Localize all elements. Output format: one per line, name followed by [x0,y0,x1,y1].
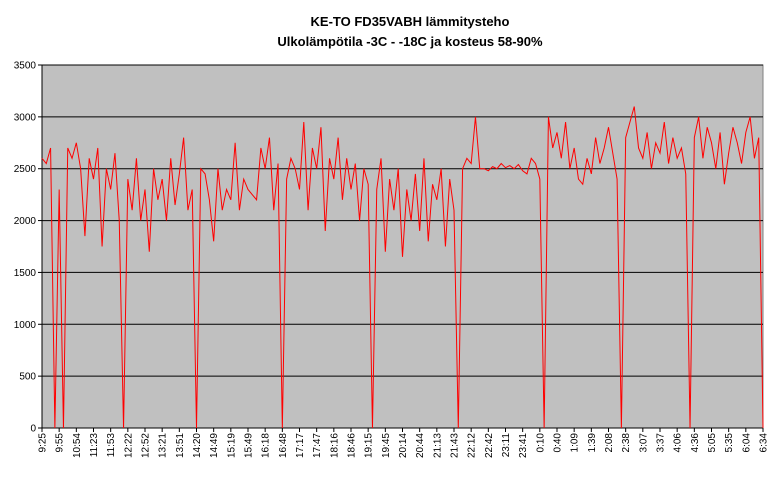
x-tick-label: 0:10 [535,433,546,453]
x-tick-label: 22:12 [467,433,478,458]
x-tick-label: 21:43 [450,433,461,458]
x-tick-label: 2:38 [621,433,632,453]
x-tick-label: 16:18 [261,433,272,458]
x-tick-label: 0:40 [553,433,564,453]
x-tick-label: 11:53 [106,433,117,458]
x-tick-label: 23:11 [501,433,512,458]
x-tick-label: 6:34 [759,433,770,453]
x-tick-label: 14:49 [209,433,220,458]
y-tick-label: 2500 [14,164,37,175]
x-tick-label: 13:51 [175,433,186,458]
y-tick-label: 2000 [14,216,37,227]
x-tick-label: 15:19 [226,433,237,458]
x-tick-label: 1:09 [570,433,581,453]
x-tick-label: 9:25 [38,433,49,453]
x-tick-label: 9:55 [55,433,66,453]
plot-area [41,64,764,429]
x-tick-label: 10:54 [72,433,83,458]
x-tick-label: 14:20 [192,433,203,458]
y-tick-label: 3000 [14,112,37,123]
chart-subtitle: Ulkolämpötila -3C - -18C ja kosteus 58-9… [277,34,543,49]
y-tick-label: 0 [30,424,36,435]
x-tick-label: 5:05 [707,433,718,453]
y-tick-label: 3500 [14,61,37,72]
x-tick-label: 3:37 [656,433,667,453]
y-tick-label: 1500 [14,268,37,279]
x-tick-label: 5:35 [724,433,735,453]
x-tick-label: 21:13 [432,433,443,458]
x-tick-label: 4:36 [690,433,701,453]
x-tick-label: 18:16 [329,433,340,458]
x-tick-label: 6:04 [741,433,752,453]
x-tick-label: 2:08 [604,433,615,453]
chart-title: KE-TO FD35VABH lämmitysteho [311,14,510,29]
x-tick-label: 11:23 [89,433,100,458]
x-tick-label: 12:52 [141,433,152,458]
x-tick-label: 12:22 [123,433,134,458]
x-tick-label: 16:48 [278,433,289,458]
data-line [41,106,764,429]
x-tick-label: 23:41 [518,433,529,458]
x-tick-label: 18:46 [347,433,358,458]
x-tick-label: 20:44 [415,433,426,458]
y-tick-label: 500 [19,372,36,383]
x-tick-label: 1:39 [587,433,598,453]
x-tick-label: 20:14 [398,433,409,458]
x-tick-label: 13:21 [158,433,169,458]
x-tick-label: 17:17 [295,433,306,458]
x-tick-label: 19:15 [364,433,375,458]
y-tick-label: 1000 [14,320,37,331]
x-tick-label: 3:07 [638,433,649,453]
x-tick-label: 19:45 [381,433,392,458]
x-tick-label: 17:47 [312,433,323,458]
x-tick-label: 4:06 [673,433,684,453]
x-tick-label: 22:42 [484,433,495,458]
x-tick-label: 15:49 [244,433,255,458]
